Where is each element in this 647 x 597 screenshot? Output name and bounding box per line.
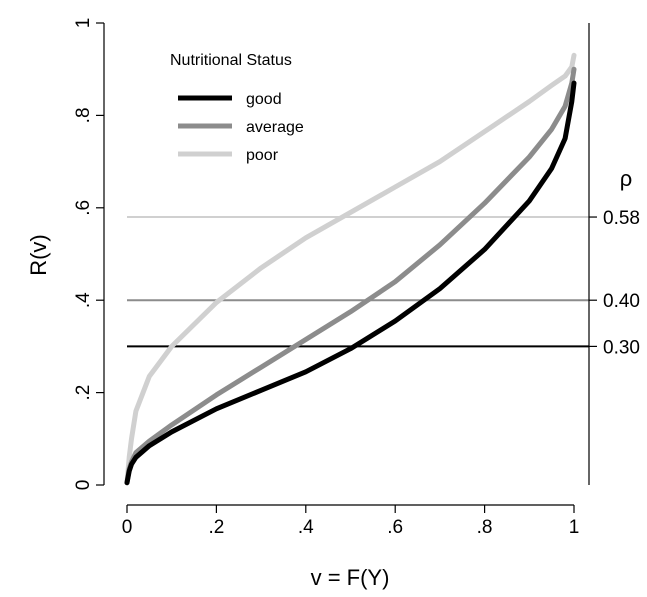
legend-label-poor: poor: [246, 147, 279, 164]
x-axis-title: v = F(Y): [311, 565, 390, 590]
legend-label-good: good: [246, 91, 282, 108]
right-ticks: 0.58 0.40 0.30: [589, 208, 640, 358]
reference-label: 0.40: [603, 291, 640, 312]
axes: [103, 23, 590, 506]
reference-label: 0.30: [603, 337, 640, 358]
y-ticks: 0 .2 .4 .6 .8 1: [73, 18, 104, 491]
x-tick-label: .2: [208, 517, 224, 538]
x-tick-label: 1: [569, 517, 580, 538]
series-line-good: [124, 80, 577, 486]
x-tick-label: .4: [298, 517, 314, 538]
y-tick-label: 0: [73, 480, 94, 491]
series-lines: [124, 52, 577, 486]
y-axis-title: R(v): [26, 234, 51, 276]
reference-label: 0.58: [603, 208, 640, 229]
right-axis-title: ρ: [620, 166, 633, 191]
legend-items: good average poor: [178, 91, 304, 164]
y-tick-label: 1: [73, 18, 94, 29]
x-tick-label: .8: [477, 517, 493, 538]
series-line-average: [124, 66, 577, 486]
reference-lines: [127, 216, 589, 348]
x-tick-label: .6: [387, 517, 403, 538]
legend: Nutritional Status good average poor: [170, 52, 304, 164]
x-ticks: 0 .2 .4 .6 .8 1: [122, 505, 580, 538]
y-tick-label: .4: [73, 292, 94, 308]
legend-label-average: average: [246, 119, 304, 136]
legend-title: Nutritional Status: [170, 52, 292, 69]
y-tick-label: .2: [73, 385, 94, 401]
y-tick-label: .8: [73, 107, 94, 123]
y-tick-label: .6: [73, 200, 94, 216]
series-line-poor: [124, 52, 577, 486]
x-tick-label: 0: [122, 517, 133, 538]
